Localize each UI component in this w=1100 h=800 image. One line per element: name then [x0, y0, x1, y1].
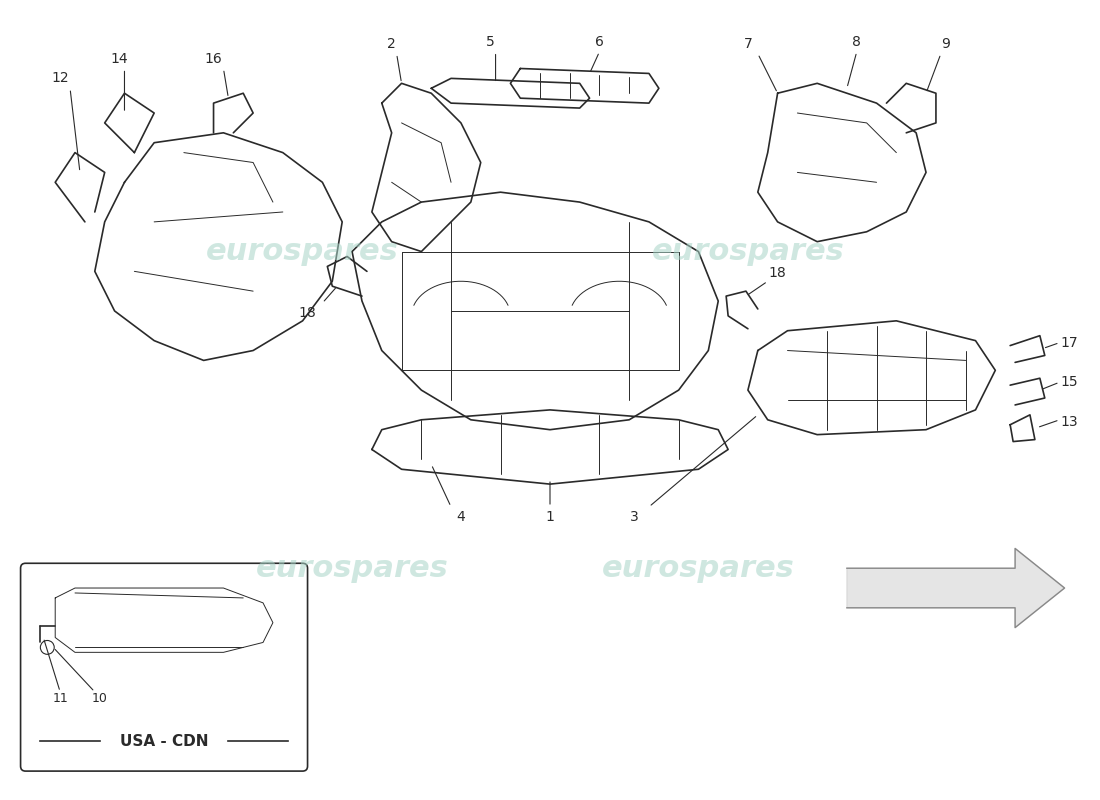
Text: 9: 9 [942, 37, 950, 50]
FancyBboxPatch shape [21, 563, 308, 771]
Text: 12: 12 [52, 71, 69, 86]
Text: 16: 16 [205, 51, 222, 66]
Text: 18: 18 [299, 306, 317, 320]
Text: 7: 7 [744, 37, 752, 50]
Text: 18: 18 [769, 266, 786, 280]
Text: eurospares: eurospares [651, 237, 845, 266]
Text: 14: 14 [111, 51, 129, 66]
Text: 3: 3 [629, 510, 638, 524]
Text: 5: 5 [486, 34, 495, 49]
Text: 6: 6 [595, 34, 604, 49]
Text: eurospares: eurospares [206, 237, 399, 266]
Text: 17: 17 [1060, 336, 1078, 350]
Text: 2: 2 [387, 37, 396, 50]
Text: 15: 15 [1060, 375, 1078, 389]
Text: 4: 4 [456, 510, 465, 524]
Polygon shape [847, 549, 1065, 628]
Text: 8: 8 [852, 34, 861, 49]
Text: 13: 13 [1060, 414, 1078, 429]
Text: eurospares: eurospares [255, 554, 449, 582]
Text: USA - CDN: USA - CDN [120, 734, 208, 749]
Text: 1: 1 [546, 510, 554, 524]
Text: 11: 11 [53, 692, 68, 705]
Text: 10: 10 [91, 692, 108, 705]
Text: eurospares: eurospares [602, 554, 795, 582]
